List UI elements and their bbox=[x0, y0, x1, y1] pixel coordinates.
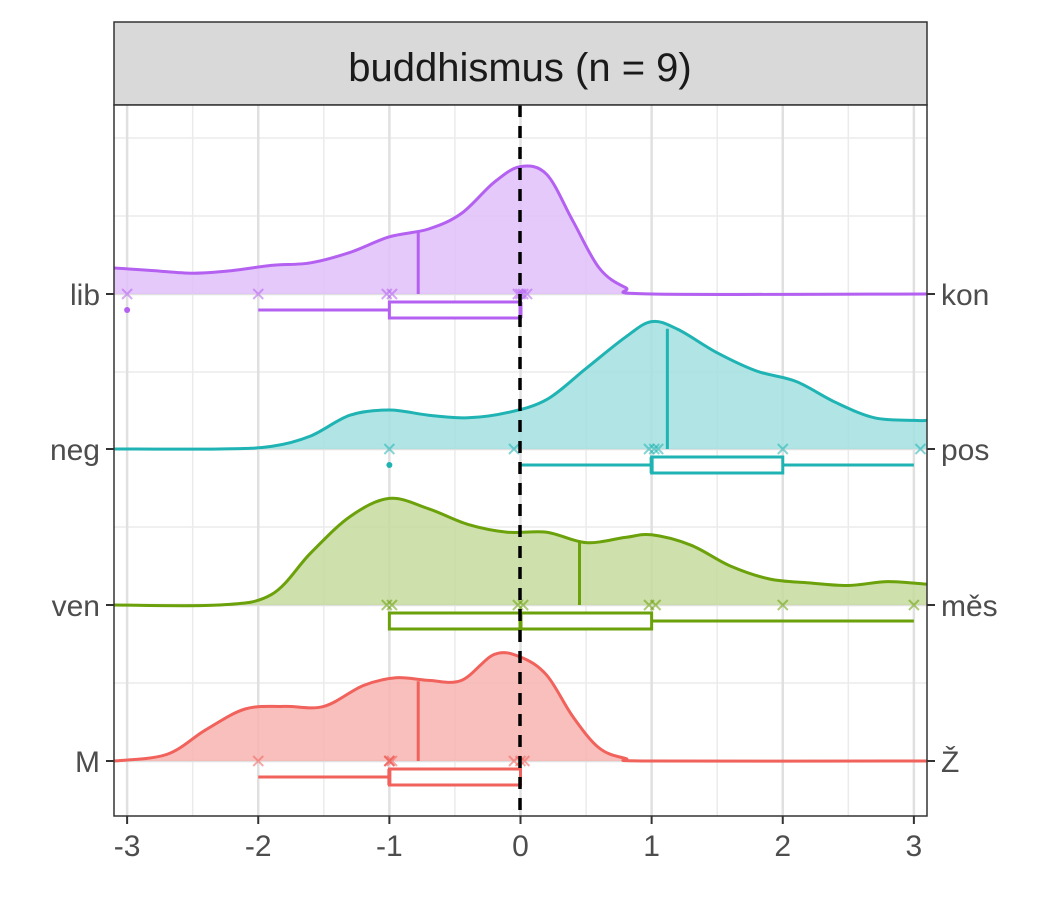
row-lib bbox=[113, 164, 928, 320]
point-lib-7 bbox=[521, 288, 533, 300]
x-tick-label: 3 bbox=[906, 830, 923, 863]
point-ven-3 bbox=[517, 599, 529, 611]
point-neg-0 bbox=[383, 443, 396, 455]
outlier-neg-0 bbox=[386, 462, 393, 468]
x-tick-label: -1 bbox=[376, 830, 403, 863]
point-ven-7 bbox=[908, 599, 920, 611]
point-neg-2 bbox=[643, 443, 655, 455]
row-neg bbox=[113, 319, 928, 475]
density-area-neg bbox=[114, 321, 927, 450]
y-tick-label-left: neg bbox=[50, 434, 100, 467]
point-M-0 bbox=[252, 755, 264, 767]
point-ven-2 bbox=[512, 599, 524, 611]
y-tick-label-right: Ž bbox=[941, 746, 959, 779]
y-tick-label-right: kon bbox=[941, 279, 989, 312]
point-lib-3 bbox=[386, 288, 398, 300]
row-M bbox=[113, 651, 928, 787]
rows bbox=[113, 164, 928, 787]
point-neg-4 bbox=[652, 443, 664, 455]
point-lib-0 bbox=[121, 288, 133, 300]
outlier-lib-0 bbox=[124, 307, 131, 313]
point-neg-3 bbox=[648, 443, 660, 455]
y-tick-label-right: měs bbox=[941, 590, 998, 623]
y-tick-label-left: M bbox=[75, 746, 100, 779]
point-neg-6 bbox=[914, 443, 927, 455]
x-tick-label: -3 bbox=[114, 830, 141, 863]
strip-label: buddhismus (n = 9) bbox=[348, 46, 692, 90]
point-ven-0 bbox=[381, 599, 393, 611]
density-area-M bbox=[114, 652, 927, 762]
point-lib-2 bbox=[381, 288, 393, 300]
y-tick-label-left: ven bbox=[52, 590, 100, 623]
y-tick-label-right: pos bbox=[941, 434, 989, 467]
box-M bbox=[387, 767, 522, 787]
density-line-lib bbox=[113, 164, 928, 296]
x-axis: -3 -2 -1 0 1 2 3 bbox=[114, 816, 922, 863]
x-tick-label: 1 bbox=[643, 830, 660, 863]
point-neg-1 bbox=[508, 443, 520, 455]
point-ven-1 bbox=[386, 599, 398, 611]
point-neg-5 bbox=[777, 443, 789, 455]
density-line-M bbox=[113, 651, 928, 763]
x-tick-label: -2 bbox=[245, 830, 272, 863]
x-tick-label: 2 bbox=[774, 830, 791, 863]
density-line-ven bbox=[113, 496, 928, 608]
x-tick-label: 0 bbox=[512, 830, 529, 863]
point-lib-1 bbox=[252, 288, 264, 300]
strip-background bbox=[113, 21, 928, 106]
point-ven-6 bbox=[777, 599, 789, 611]
box-neg bbox=[650, 455, 785, 475]
y-tick-label-left: lib bbox=[70, 279, 100, 312]
point-M-4 bbox=[386, 755, 398, 767]
box-lib bbox=[387, 300, 522, 320]
point-M-3 bbox=[383, 755, 396, 767]
density-line-neg bbox=[113, 319, 928, 451]
point-ven-5 bbox=[649, 599, 662, 611]
